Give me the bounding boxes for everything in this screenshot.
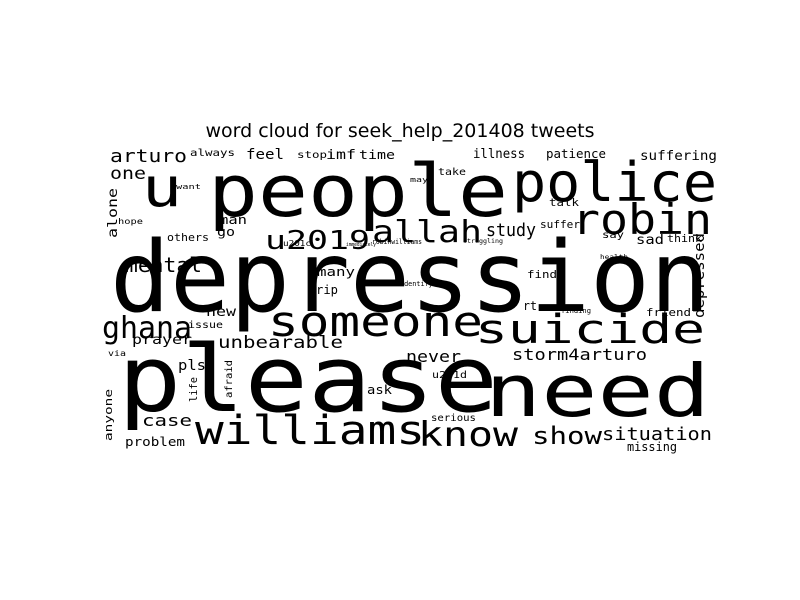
word-ask: ask (367, 383, 393, 397)
word-stop: stop (297, 150, 327, 161)
word-suicide: suicide (475, 307, 705, 353)
word-depressed: depressed (692, 233, 708, 318)
word-suffering: suffering (640, 149, 717, 164)
word-prayer: prayer (132, 333, 192, 348)
chart-title: word cloud for seek_help_201408 tweets (205, 120, 595, 142)
word-please: please (118, 326, 498, 433)
word-know: know (418, 415, 519, 455)
word-find: find (527, 268, 557, 281)
word-u201d: u201d (432, 370, 467, 381)
word-illness: illness (473, 147, 525, 162)
word-immediately: immediately (346, 242, 376, 248)
word-never: never (406, 347, 461, 366)
word-serious: serious (431, 413, 476, 424)
word-imf: imf (326, 148, 356, 163)
word-friend: friend (646, 306, 691, 319)
word-life: life (187, 377, 200, 402)
word-suffer: suffer (540, 218, 580, 231)
word-identifying: identifying (400, 280, 445, 288)
word-mental: mental (125, 253, 202, 277)
word-case: case (142, 411, 192, 430)
word-struggling: struggling (463, 238, 503, 245)
word-new: new (206, 305, 236, 320)
word-patience: patience (546, 147, 606, 161)
word-hope: hope (118, 217, 143, 226)
word-feel: feel (246, 147, 284, 163)
word-missing: missing (627, 440, 677, 454)
word-arturo: arturo (110, 146, 187, 167)
word-alone: alone (106, 188, 121, 238)
word-take: take (438, 167, 466, 178)
word-pls: pls (178, 358, 206, 374)
word-u201c: u201c (283, 239, 311, 248)
word-want: want (176, 183, 201, 191)
word-sad: sad (636, 233, 664, 248)
word-unbearable: unbearable (218, 333, 343, 353)
word-u: u (142, 156, 182, 219)
word-ghana: ghana (102, 311, 192, 346)
word-rt: rt (523, 299, 537, 313)
word-u2019: u2019 (265, 226, 370, 256)
word-someone: someone (268, 297, 483, 346)
word-man: man (219, 213, 247, 227)
word-afraid: afraid (224, 360, 235, 398)
word-via: via (108, 349, 126, 358)
word-go: go (217, 225, 235, 239)
word-think: think (667, 232, 702, 245)
word-finding: finding (561, 307, 591, 315)
word-say: say (602, 230, 624, 241)
word-cloud-canvas: depressionpleasepeopleneedpolicesuicider… (102, 146, 717, 455)
word-problem: problem (125, 435, 185, 449)
word-need: need (485, 349, 710, 433)
word-others: others (167, 231, 209, 244)
word-police: police (512, 151, 717, 214)
word-robinwilliams: robinwilliams (372, 238, 422, 246)
word-williams: williams (195, 408, 425, 454)
word-depression: depression (110, 221, 710, 335)
word-health: health (600, 254, 628, 261)
word-people: people (208, 149, 508, 233)
word-storm4arturo: storm4arturo (512, 345, 647, 364)
word-many: many (317, 265, 355, 279)
word-may: may (410, 176, 428, 184)
word-anyone: anyone (102, 389, 115, 441)
word-situation: situation (602, 424, 712, 445)
word-talk: talk (549, 196, 579, 209)
word-show: show (532, 422, 603, 450)
word-allah: allah (372, 215, 482, 250)
word-one: one (110, 164, 146, 184)
word-cloud: depression please people need police suicide r… (100, 146, 720, 456)
word-time: time (359, 148, 395, 162)
word-always: always (190, 148, 235, 159)
word-rip: rip (316, 283, 338, 297)
word-study: study (486, 220, 536, 241)
word-robin: robin (572, 195, 712, 244)
word-issue: issue (188, 320, 223, 331)
